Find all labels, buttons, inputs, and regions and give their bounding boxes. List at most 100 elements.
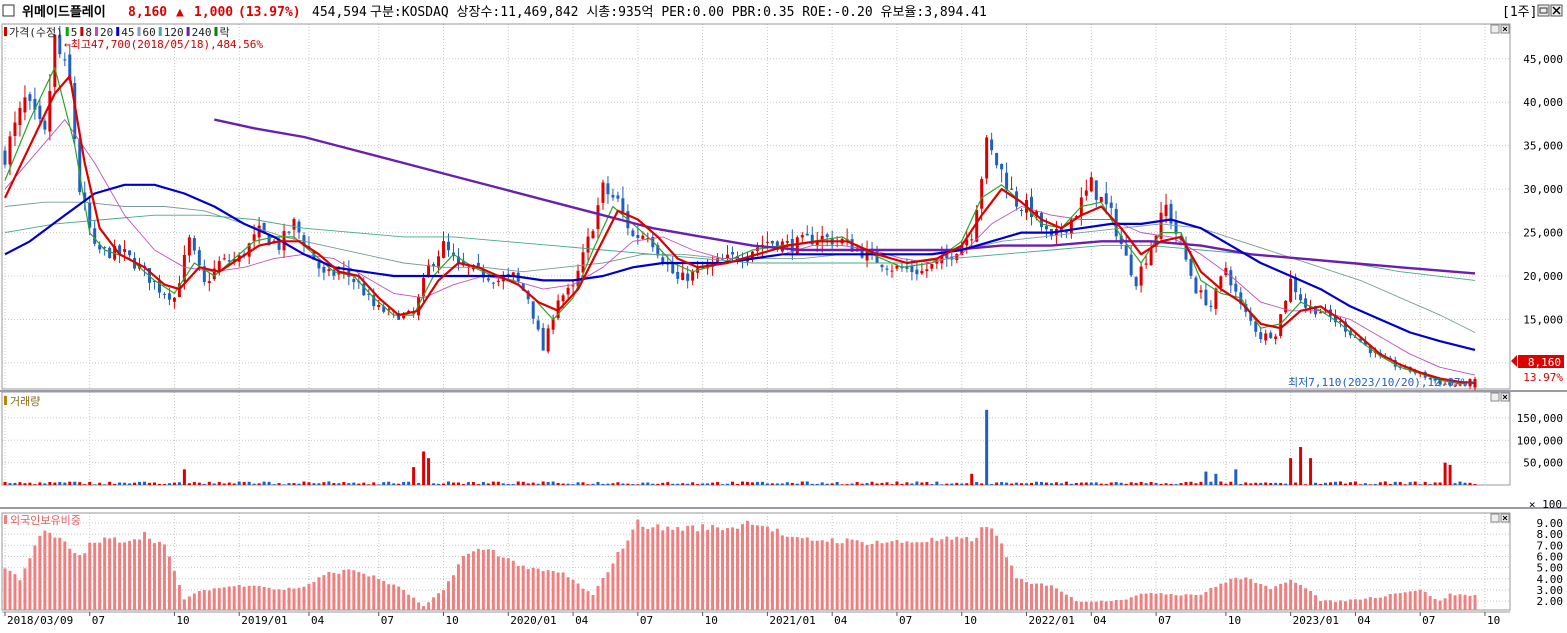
x-tick-label: 2020/01 [510, 614, 556, 627]
volume-bar [506, 483, 510, 485]
candle [108, 246, 112, 259]
volume-bar [616, 482, 620, 485]
foreign-bar [1164, 594, 1168, 610]
candle [501, 271, 505, 290]
volume-bar [785, 482, 789, 485]
foreign-bar [68, 548, 72, 610]
volume-bar [840, 484, 844, 485]
volume-bar [770, 483, 774, 485]
volume-bar [646, 482, 650, 485]
volume-bar [596, 481, 600, 485]
volume-bar [277, 483, 281, 485]
legend-item[interactable]: 240 [192, 26, 212, 39]
foreign-bar [1039, 583, 1043, 610]
foreign-bar [820, 540, 824, 610]
foreign-bar [58, 537, 62, 610]
legend-item[interactable]: 가격(수정) [9, 26, 63, 39]
foreign-bar [451, 575, 455, 610]
foreign-bar [1184, 594, 1188, 610]
low-annotation: 최저7,110(2023/10/20),12.87%→ [1288, 376, 1474, 389]
foreign-bar [880, 543, 884, 610]
foreign-bar [1333, 601, 1337, 610]
legend-swatch [65, 27, 69, 36]
foreign-bar [950, 539, 954, 610]
foreign-bar [486, 549, 490, 610]
volume-bar [357, 483, 361, 485]
volume-bar [177, 482, 181, 485]
candle [736, 251, 740, 265]
volume-bar [1378, 482, 1382, 485]
legend-item[interactable]: 45 [121, 26, 134, 39]
legend-item[interactable]: 60 [142, 26, 155, 39]
foreign-bar [1204, 591, 1208, 610]
maximize-icon[interactable] [1537, 4, 1550, 17]
foreign-panel-buttons[interactable] [1490, 513, 1510, 523]
volume-bar [1274, 482, 1278, 485]
legend-item[interactable]: 5 [71, 26, 78, 39]
volume-bar [656, 483, 660, 485]
volume-bar [551, 481, 555, 485]
volume-bar [661, 482, 665, 485]
legend-item[interactable]: 락 [219, 26, 229, 39]
volume-bar [451, 482, 455, 485]
volume-bar [172, 482, 176, 485]
volume-bar [611, 483, 615, 485]
volume-bar [377, 484, 381, 485]
price-panel-buttons[interactable] [1490, 24, 1510, 34]
foreign-bar [297, 587, 301, 610]
candle [382, 302, 386, 314]
foreign-bar [362, 573, 366, 610]
foreign-bar [476, 548, 480, 610]
foreign-bar [686, 525, 690, 610]
legend-item[interactable]: 8 [85, 26, 92, 39]
candle [1473, 376, 1477, 391]
candle [1094, 180, 1098, 208]
candle [187, 234, 191, 263]
foreign-bar [1054, 588, 1058, 610]
foreign-bar [611, 563, 615, 610]
foreign-panel-title: 외국인보유비중 [4, 514, 81, 527]
foreign-bar [162, 544, 166, 610]
volume-bar [237, 481, 241, 485]
volume-bar [442, 483, 446, 485]
legend-item[interactable]: 120 [164, 26, 184, 39]
volume-bar [197, 482, 201, 485]
volume-bar [950, 483, 954, 485]
volume-bar [1064, 481, 1068, 485]
select-checkbox[interactable] [2, 4, 15, 17]
foreign-bar [696, 531, 700, 610]
x-tick-label: 2019/01 [241, 614, 287, 627]
volume-bar [1299, 446, 1303, 485]
volume-bar [1224, 483, 1228, 485]
foreign-bar [437, 593, 441, 610]
volume-bar [1169, 483, 1173, 485]
volume-bar [18, 482, 22, 485]
foreign-bar [1099, 600, 1103, 610]
volume-bar [970, 473, 974, 485]
foreign-bar [666, 526, 670, 610]
foreign-bar [850, 539, 854, 610]
foreign-bar [262, 586, 266, 610]
candle [1249, 307, 1253, 326]
volume-bar [980, 483, 984, 485]
volume-panel-buttons[interactable] [1490, 392, 1510, 402]
foreign-bar [222, 587, 226, 610]
candle [152, 280, 156, 290]
volume-bar [1319, 484, 1323, 485]
foreign-bar [1020, 578, 1024, 610]
foreign-bar [795, 537, 799, 610]
foreign-bar [561, 572, 565, 610]
volume-bar [192, 482, 196, 485]
foreign-bar [1249, 579, 1253, 610]
foreign-bar [417, 602, 421, 610]
candle [222, 253, 226, 261]
foreign-bar [217, 588, 221, 610]
volume-bar [1234, 469, 1238, 485]
period-selector[interactable]: [1주] [1502, 5, 1537, 20]
legend-item[interactable]: 20 [100, 26, 113, 39]
close-icon[interactable] [1550, 4, 1563, 17]
foreign-bar [307, 583, 311, 610]
volume-bar [671, 483, 675, 485]
candle [1224, 262, 1228, 278]
volume-bar [701, 483, 705, 485]
